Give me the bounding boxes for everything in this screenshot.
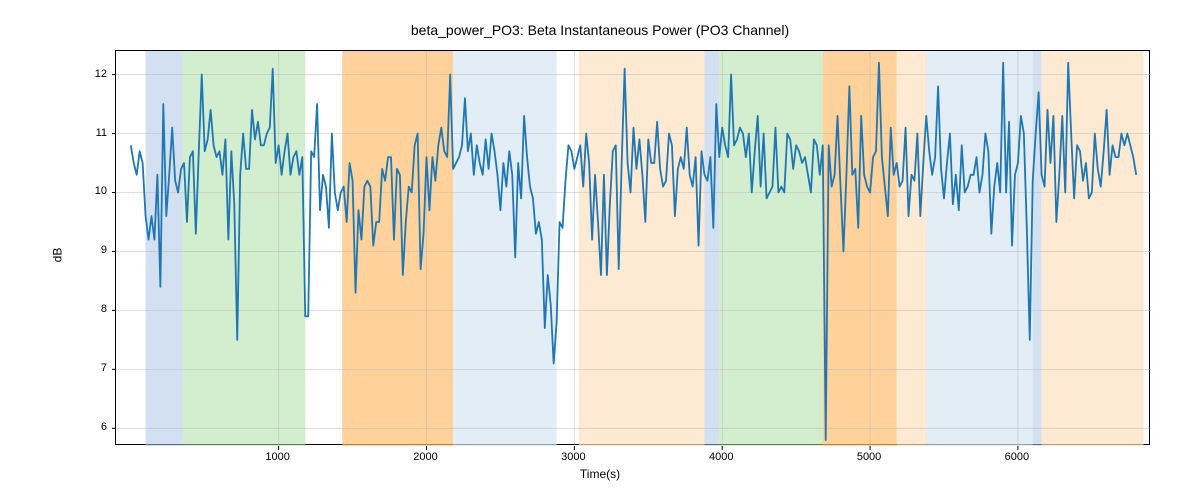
shaded-region [926,51,1032,446]
ytick-label: 11 [87,127,107,139]
plot-area [115,50,1150,445]
xtick-label: 6000 [1005,451,1029,463]
shaded-region [719,51,823,446]
x-axis-label: Time(s) [0,467,1200,481]
shaded-region [579,51,705,446]
ytick-label: 7 [87,362,107,374]
figure: beta_power_PO3: Beta Instantaneous Power… [0,0,1200,500]
ytick-label: 8 [87,303,107,315]
ytick-label: 10 [87,185,107,197]
xtick-label: 4000 [709,451,733,463]
y-axis-label: dB [50,247,64,262]
xtick-label: 5000 [857,451,881,463]
ytick-label: 9 [87,244,107,256]
plot-svg [116,51,1151,446]
shaded-region [897,51,927,446]
xtick-label: 1000 [265,451,289,463]
xtick-label: 2000 [413,451,437,463]
xtick-label: 3000 [561,451,585,463]
shaded-region [1042,51,1144,446]
shaded-region [342,51,453,446]
chart-title: beta_power_PO3: Beta Instantaneous Power… [0,22,1200,38]
ytick-label: 6 [87,421,107,433]
shaded-region [823,51,897,446]
shaded-region [453,51,556,446]
ytick-label: 12 [87,68,107,80]
